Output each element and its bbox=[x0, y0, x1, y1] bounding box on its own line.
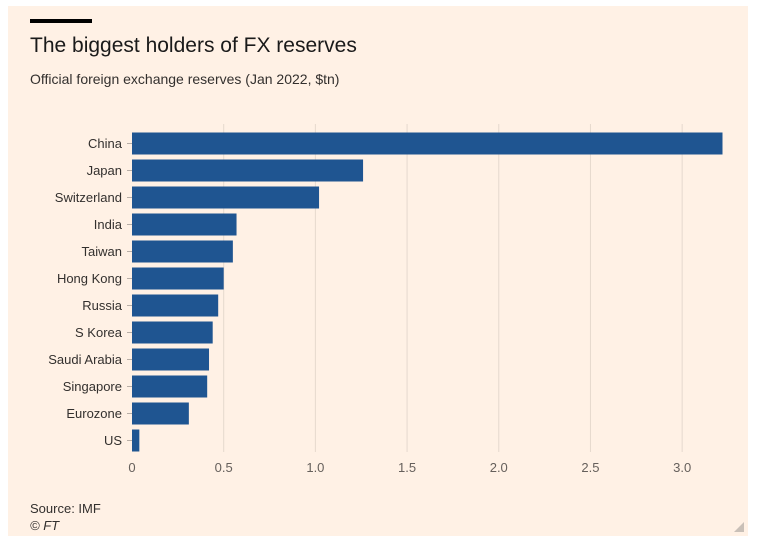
category-label: Saudi Arabia bbox=[48, 352, 122, 367]
bar bbox=[132, 186, 320, 209]
bar bbox=[132, 132, 723, 155]
x-tick-label: 1.5 bbox=[398, 460, 416, 475]
bar bbox=[132, 213, 237, 236]
category-label: China bbox=[88, 136, 123, 151]
category-label: Eurozone bbox=[66, 406, 122, 421]
resize-handle-icon[interactable] bbox=[734, 522, 744, 532]
x-tick-label: 3.0 bbox=[673, 460, 691, 475]
category-label: Japan bbox=[87, 163, 122, 178]
category-label: Hong Kong bbox=[57, 271, 122, 286]
category-label: India bbox=[94, 217, 123, 232]
bar bbox=[132, 240, 233, 263]
bar bbox=[132, 159, 364, 182]
bar bbox=[132, 375, 208, 398]
category-label: Singapore bbox=[63, 379, 122, 394]
category-label: Switzerland bbox=[55, 190, 122, 205]
bar bbox=[132, 402, 189, 425]
category-label: Russia bbox=[82, 298, 123, 313]
bar-chart: 0 0.5 1.0 1.5 2.0 2.5 3.0 China Japan Switzerland… bbox=[48, 124, 723, 475]
category-label: Taiwan bbox=[82, 244, 122, 259]
title-accent-bar bbox=[30, 19, 92, 23]
chart-subtitle: Official foreign exchange reserves (Jan … bbox=[30, 71, 340, 87]
chart-title: The biggest holders of FX reserves bbox=[30, 34, 357, 57]
x-tick-label: 2.5 bbox=[581, 460, 599, 475]
bar bbox=[132, 321, 213, 344]
ft-credit: © FT bbox=[30, 518, 60, 533]
x-tick-label: 0.5 bbox=[215, 460, 233, 475]
bar bbox=[132, 267, 224, 290]
x-tick-label: 0 bbox=[128, 460, 135, 475]
x-tick-label: 1.0 bbox=[306, 460, 324, 475]
chart-card: The biggest holders of FX reserves Offic… bbox=[8, 6, 748, 536]
category-label: US bbox=[104, 433, 122, 448]
x-tick-label: 2.0 bbox=[490, 460, 508, 475]
bar bbox=[132, 348, 210, 371]
bar bbox=[132, 429, 140, 452]
source-note: Source: IMF bbox=[30, 501, 101, 516]
category-label: S Korea bbox=[75, 325, 123, 340]
bar bbox=[132, 294, 219, 317]
